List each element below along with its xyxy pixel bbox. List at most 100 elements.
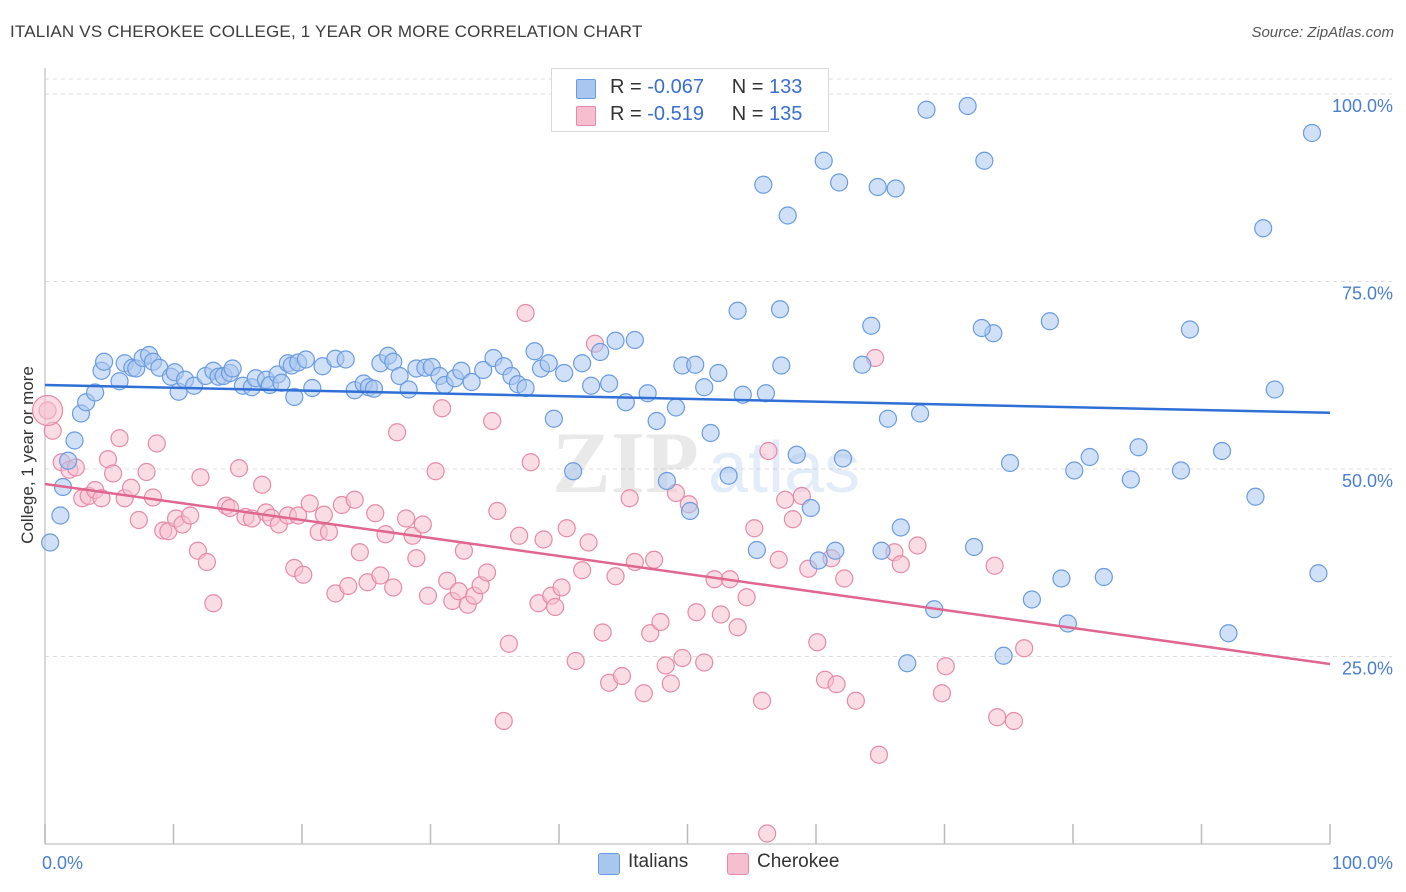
data-point	[1212, 441, 1232, 461]
data-point	[695, 378, 714, 397]
r-label: R =	[610, 103, 642, 125]
data-point	[573, 354, 592, 373]
data-point	[59, 451, 78, 470]
legend-swatch-italians	[576, 79, 596, 99]
data-point	[396, 509, 416, 528]
axes	[44, 68, 1331, 845]
data-point	[1015, 639, 1034, 658]
data-point	[898, 654, 917, 673]
data-point	[1040, 312, 1059, 331]
data-point	[418, 586, 438, 605]
data-point	[483, 411, 502, 431]
data-point	[477, 563, 497, 582]
data-point	[910, 404, 930, 423]
data-point	[801, 498, 820, 518]
data-point	[314, 505, 333, 524]
data-point	[830, 173, 849, 192]
data-point	[709, 363, 728, 383]
data-point	[525, 342, 544, 361]
data-point	[555, 363, 574, 383]
data-point	[808, 633, 827, 652]
data-point	[759, 441, 778, 461]
data-point	[345, 490, 364, 509]
data-point	[272, 373, 291, 392]
r-value: -0.519	[647, 103, 704, 125]
data-point	[285, 387, 304, 407]
data-point	[1180, 320, 1200, 339]
legend-text-italians: R = -0.067 N = 133	[610, 76, 802, 99]
data-point	[462, 372, 481, 392]
data-point	[294, 565, 313, 584]
data-point	[846, 691, 865, 710]
data-point	[737, 588, 756, 607]
data-point	[778, 206, 797, 225]
chart-title: ITALIAN VS CHEROKEE COLLEGE, 1 YEAR OR M…	[10, 22, 643, 41]
data-point	[121, 478, 141, 497]
data-point	[776, 490, 795, 509]
data-point	[51, 506, 70, 525]
data-point	[656, 656, 675, 675]
data-point	[835, 569, 854, 588]
data-point	[606, 331, 625, 350]
data-point	[606, 567, 625, 586]
data-point	[197, 552, 217, 572]
data-point	[86, 383, 105, 402]
data-point	[229, 459, 249, 478]
data-point	[886, 179, 905, 198]
data-point	[891, 518, 910, 537]
data-point	[579, 533, 598, 552]
data-point	[510, 526, 529, 545]
data-point	[600, 374, 619, 393]
data-point	[223, 359, 242, 378]
data-point	[384, 578, 403, 597]
data-point	[474, 360, 493, 380]
legend-swatch-cherokee	[727, 853, 749, 875]
data-point	[376, 525, 395, 544]
data-point	[1302, 123, 1322, 143]
data-point	[641, 624, 660, 643]
data-point	[432, 399, 452, 418]
data-point	[651, 612, 670, 632]
data-point	[95, 352, 114, 371]
data-point	[546, 597, 565, 617]
data-point	[787, 445, 806, 464]
data-point	[1000, 453, 1020, 473]
data-point	[336, 350, 355, 369]
data-point	[612, 666, 632, 686]
data-point	[573, 561, 592, 580]
data-point	[666, 398, 686, 417]
data-point	[868, 177, 887, 197]
r-value: -0.067	[647, 76, 704, 98]
data-point	[1246, 487, 1265, 506]
data-point	[719, 466, 738, 485]
data-point	[814, 151, 833, 170]
r-label: R =	[610, 76, 642, 98]
data-point	[661, 674, 680, 693]
data-point	[869, 745, 889, 764]
data-point	[620, 489, 639, 508]
data-point	[783, 510, 802, 529]
data-point	[872, 541, 891, 560]
data-point	[1254, 219, 1273, 238]
data-point	[687, 603, 706, 622]
data-point	[1121, 470, 1140, 489]
legend-text-cherokee: R = -0.519 N = 135	[610, 103, 802, 126]
data-point	[625, 330, 644, 350]
data-point	[582, 376, 601, 395]
legend-label-cherokee: Cherokee	[757, 851, 840, 872]
correlation-legend: R = -0.067 N = 133 R = -0.519 N = 135	[551, 68, 829, 132]
data-point	[339, 576, 358, 596]
tick-labels: 25.0% 50.0% 75.0% 100.0% 0.0% 100.0%	[42, 96, 1393, 873]
data-point	[65, 431, 84, 450]
data-point	[296, 350, 315, 369]
data-point	[41, 533, 60, 552]
data-point	[191, 468, 210, 487]
data-point	[657, 471, 677, 491]
y-tick-label: 100.0%	[1332, 96, 1393, 116]
trend-line-italians	[44, 383, 1331, 414]
chart-source: Source: ZipAtlas.com	[1251, 24, 1394, 41]
data-point	[454, 541, 474, 560]
x-tick-label: 0.0%	[42, 853, 83, 873]
data-point	[552, 578, 571, 597]
